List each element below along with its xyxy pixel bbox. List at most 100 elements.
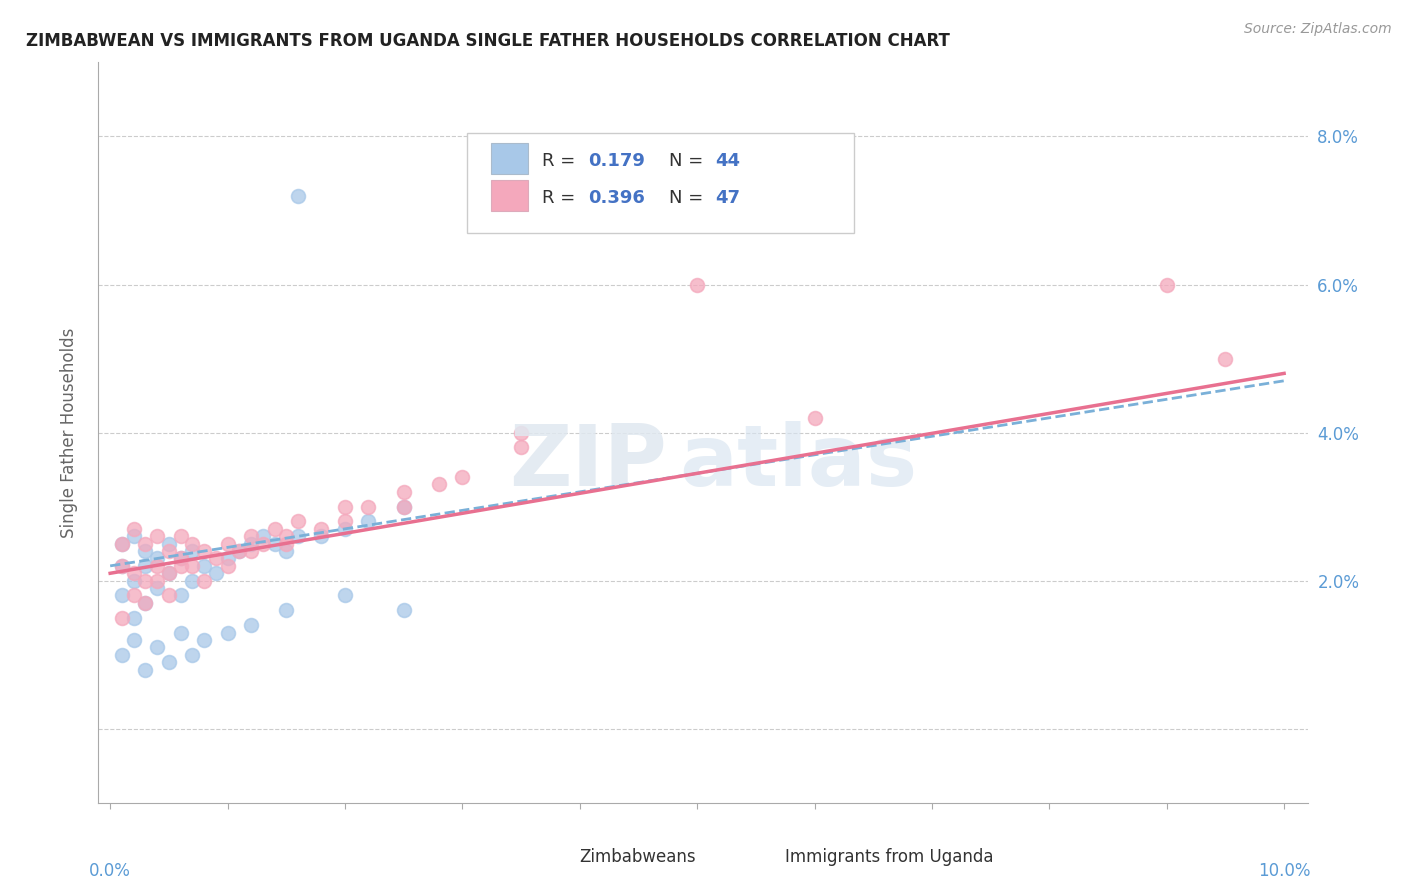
Point [181, 574, 204, 588]
Point [157, 655, 180, 669]
Point [134, 596, 156, 610]
Text: 0.179: 0.179 [588, 152, 645, 169]
FancyBboxPatch shape [492, 143, 527, 174]
Text: 0.396: 0.396 [588, 189, 645, 207]
Point [240, 618, 263, 632]
Point [252, 536, 274, 550]
Text: atlas: atlas [679, 421, 917, 504]
Point [134, 558, 156, 573]
Point [157, 589, 180, 603]
Point [157, 544, 180, 558]
Text: R =: R = [543, 189, 581, 207]
Text: Source: ZipAtlas.com: Source: ZipAtlas.com [1244, 22, 1392, 37]
Point [803, 410, 825, 425]
FancyBboxPatch shape [467, 133, 855, 233]
Point [311, 522, 333, 536]
Text: 0.0%: 0.0% [89, 862, 131, 880]
Point [240, 529, 263, 543]
Point [217, 536, 239, 550]
Point [193, 558, 215, 573]
Point [134, 536, 156, 550]
Point [193, 632, 215, 647]
Y-axis label: Single Father Households: Single Father Households [59, 327, 77, 538]
Point [181, 558, 204, 573]
Point [122, 632, 145, 647]
Point [193, 574, 215, 588]
Point [122, 610, 145, 624]
Point [111, 589, 134, 603]
Point [157, 566, 180, 581]
Point [276, 536, 298, 550]
Point [204, 551, 226, 566]
Point [146, 529, 169, 543]
Point [333, 515, 356, 529]
Text: N =: N = [669, 152, 709, 169]
Text: ZIMBABWEAN VS IMMIGRANTS FROM UGANDA SINGLE FATHER HOUSEHOLDS CORRELATION CHART: ZIMBABWEAN VS IMMIGRANTS FROM UGANDA SIN… [25, 32, 949, 50]
Point [1156, 277, 1178, 292]
Point [427, 477, 450, 491]
Point [111, 558, 134, 573]
Point [1215, 351, 1237, 366]
Point [263, 536, 285, 550]
Text: Zimbabweans: Zimbabweans [579, 848, 696, 866]
Text: ZIP: ZIP [509, 421, 666, 504]
Point [134, 544, 156, 558]
FancyBboxPatch shape [492, 180, 527, 211]
Point [146, 551, 169, 566]
Point [240, 536, 263, 550]
Point [169, 551, 191, 566]
Text: 47: 47 [716, 189, 740, 207]
Point [146, 640, 169, 655]
Point [111, 648, 134, 662]
Point [217, 551, 239, 566]
Point [287, 529, 309, 543]
Point [204, 566, 226, 581]
Text: Immigrants from Uganda: Immigrants from Uganda [785, 848, 994, 866]
Point [228, 544, 250, 558]
Point [169, 551, 191, 566]
Point [392, 500, 415, 514]
Point [357, 500, 380, 514]
Point [276, 529, 298, 543]
FancyBboxPatch shape [534, 842, 568, 871]
Point [686, 277, 709, 292]
Point [146, 558, 169, 573]
Point [240, 544, 263, 558]
Point [122, 589, 145, 603]
Point [134, 574, 156, 588]
Point [157, 536, 180, 550]
Point [276, 603, 298, 617]
Point [122, 566, 145, 581]
Point [122, 529, 145, 543]
Point [333, 522, 356, 536]
Point [276, 544, 298, 558]
Point [193, 544, 215, 558]
Text: N =: N = [669, 189, 709, 207]
Text: 44: 44 [716, 152, 740, 169]
Point [252, 529, 274, 543]
Text: R =: R = [543, 152, 581, 169]
Point [157, 566, 180, 581]
Point [146, 574, 169, 588]
Point [228, 544, 250, 558]
Point [169, 589, 191, 603]
Point [111, 610, 134, 624]
Point [122, 522, 145, 536]
Point [122, 574, 145, 588]
Point [146, 581, 169, 595]
Point [287, 188, 309, 202]
Point [217, 625, 239, 640]
Point [181, 536, 204, 550]
Point [111, 536, 134, 550]
Point [392, 484, 415, 499]
Point [181, 648, 204, 662]
Point [510, 441, 533, 455]
Point [510, 425, 533, 440]
FancyBboxPatch shape [740, 842, 773, 871]
Point [134, 596, 156, 610]
Point [111, 536, 134, 550]
Point [111, 558, 134, 573]
Point [263, 522, 285, 536]
Point [333, 500, 356, 514]
Point [311, 529, 333, 543]
